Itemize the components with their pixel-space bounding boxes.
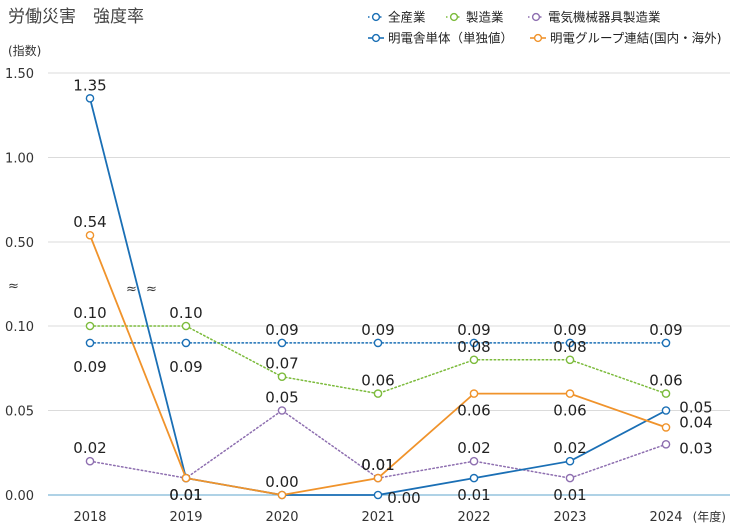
legend-label: 明電グループ連結(国内・海外) — [550, 31, 722, 46]
data-label: 0.02 — [73, 439, 106, 457]
x-tick-label: 2018 — [73, 510, 106, 525]
data-label: 0.01 — [361, 456, 394, 474]
data-point — [565, 456, 575, 466]
y-tick-label: 1.50 — [5, 67, 34, 82]
data-label: 0.00 — [265, 473, 298, 491]
legend-marker — [449, 12, 459, 22]
data-point — [181, 338, 191, 348]
data-point — [661, 338, 671, 348]
legend-marker — [371, 12, 381, 22]
data-point — [181, 473, 191, 483]
data-point — [277, 406, 287, 415]
data-label: 0.05 — [265, 389, 298, 407]
x-tick-label: 2020 — [265, 510, 298, 525]
data-point — [661, 406, 671, 415]
x-tick-label: 2023 — [553, 510, 586, 525]
data-point — [373, 338, 383, 348]
data-label: 0.54 — [73, 213, 106, 231]
legend-label: 全産業 — [388, 10, 426, 25]
data-point — [469, 473, 479, 483]
axis-break-symbol: ≈ — [126, 282, 137, 297]
legend-marker — [531, 12, 541, 22]
data-point — [661, 439, 671, 449]
data-label: 0.09 — [361, 321, 394, 339]
data-label: 1.35 — [73, 76, 106, 94]
data-label: 0.06 — [361, 372, 394, 390]
data-label: 0.00 — [387, 489, 420, 507]
data-label: 0.06 — [649, 372, 682, 390]
data-label: 0.03 — [679, 439, 712, 457]
data-label: 0.09 — [553, 321, 586, 339]
data-label: 0.06 — [553, 402, 586, 420]
chart-title: 労働災害 強度率 — [8, 7, 144, 27]
data-label: 0.01 — [457, 486, 490, 504]
data-label: 0.08 — [553, 338, 586, 356]
data-point — [661, 389, 671, 398]
data-point — [661, 423, 671, 432]
data-point — [373, 389, 383, 398]
data-label: 0.01 — [361, 456, 394, 474]
data-label: 0.09 — [169, 358, 202, 376]
legend-marker — [371, 33, 381, 43]
x-axis-unit: (年度) — [693, 509, 726, 524]
data-label: 0.09 — [649, 321, 682, 339]
data-point — [565, 338, 575, 348]
data-point — [565, 389, 575, 398]
data-label: 0.09 — [265, 321, 298, 339]
y-tick-label: 0.00 — [5, 489, 34, 504]
data-point — [373, 473, 383, 483]
y-tick-label: 0.05 — [5, 405, 34, 420]
data-label: 0.08 — [457, 338, 490, 356]
data-point — [277, 490, 287, 500]
legend-label: 明電舎単体（単独値） — [388, 31, 513, 46]
x-tick-label: 2024 — [649, 510, 682, 525]
data-label: 0.07 — [265, 355, 298, 373]
data-label: 0.10 — [73, 304, 106, 322]
y-axis-unit: (指数) — [8, 43, 41, 58]
axis-break-symbol: ≈ — [8, 279, 19, 294]
data-label: 0.06 — [457, 402, 490, 420]
data-point — [373, 490, 383, 500]
data-point — [85, 321, 95, 331]
data-label: 0.05 — [679, 399, 712, 417]
data-point — [469, 389, 479, 398]
data-label: 0.04 — [679, 413, 712, 431]
legend-label: 電気機械器具製造業 — [548, 10, 661, 25]
data-label: 0.01 — [169, 486, 202, 504]
data-label: 0.09 — [73, 358, 106, 376]
y-tick-label: 0.10 — [5, 320, 34, 335]
data-point — [85, 456, 95, 466]
x-tick-label: 2019 — [169, 510, 202, 525]
legend-label: 製造業 — [466, 10, 504, 25]
x-tick-label: 2022 — [457, 510, 490, 525]
data-point — [277, 372, 287, 382]
data-label: 0.02 — [553, 439, 586, 457]
data-label: 0.01 — [553, 486, 586, 504]
data-point — [565, 473, 575, 483]
data-point — [85, 94, 95, 103]
data-label: 0.09 — [457, 321, 490, 339]
data-point — [565, 355, 575, 365]
data-label: 0.02 — [457, 439, 490, 457]
y-tick-label: 1.00 — [5, 152, 34, 167]
x-tick-label: 2021 — [361, 510, 394, 525]
data-label: 0.10 — [169, 304, 202, 322]
legend-marker — [533, 33, 543, 43]
data-point — [85, 230, 95, 240]
data-label: 0.01 — [169, 486, 202, 504]
data-point — [277, 338, 287, 348]
data-point — [181, 321, 191, 331]
data-point — [469, 338, 479, 348]
data-point — [469, 456, 479, 466]
data-point — [469, 355, 479, 365]
y-tick-label: 0.50 — [5, 236, 34, 251]
data-point — [85, 338, 95, 348]
axis-break-symbol: ≈ — [146, 282, 157, 297]
